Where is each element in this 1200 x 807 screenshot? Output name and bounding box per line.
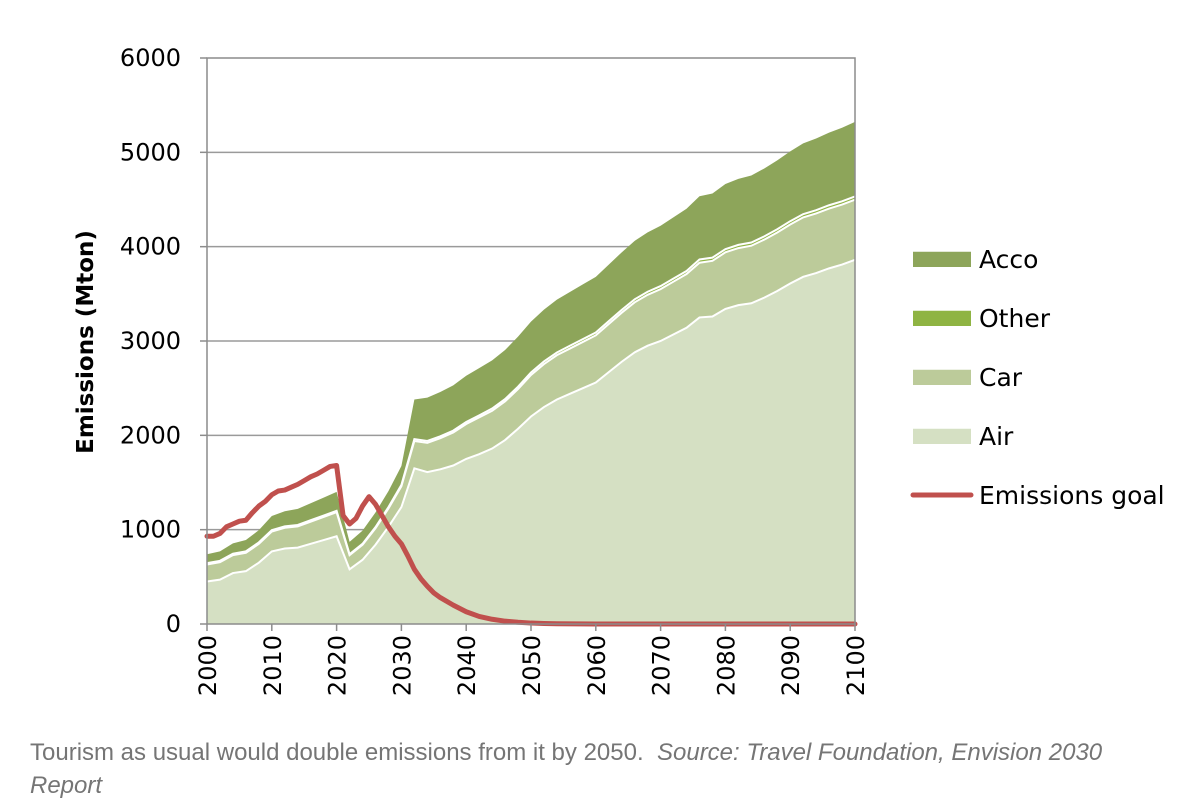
x-tick-label: 2100 [842, 635, 870, 696]
legend-label: Other [979, 304, 1051, 333]
legend: Acco Other Car Air Emissions goal [910, 245, 1165, 510]
y-tick-label: 5000 [120, 138, 181, 166]
y-axis-ticks: 0 1000 2000 3000 4000 5000 6000 [120, 44, 207, 638]
line-emissions-goal [204, 463, 858, 627]
x-tick-label: 2080 [712, 635, 740, 696]
stacked-areas [206, 121, 856, 624]
caption-source: Source: Travel Foundation, Envision 2030… [30, 739, 1103, 799]
y-tick-label: 2000 [120, 421, 181, 449]
y-tick-label: 3000 [120, 327, 181, 355]
goal-line-layer [204, 463, 858, 627]
x-tick-label: 2010 [259, 635, 287, 696]
x-tick-label: 2070 [648, 635, 676, 696]
y-axis-label: Emissions (Mton) [73, 230, 99, 454]
area-car [207, 199, 855, 582]
legend-swatch [913, 251, 971, 267]
legend-label: Acco [979, 245, 1038, 274]
area-air [207, 259, 855, 624]
legend-label: Air [979, 422, 1014, 451]
y-tick-label: 6000 [120, 44, 181, 72]
area-edge-other [206, 195, 856, 565]
x-tick-label: 2030 [388, 635, 416, 696]
x-tick-label: 2000 [194, 635, 222, 696]
x-axis-ticks: 2000 2010 2020 2030 2040 2050 2060 2070 2080 2090… [194, 624, 870, 696]
x-tick-label: 2050 [518, 635, 546, 696]
legend-item-acco: Acco [913, 245, 1038, 274]
y-tick-label: 1000 [120, 516, 181, 544]
area-edge-car [206, 198, 856, 566]
legend-item-air: Air [913, 422, 1014, 451]
x-tick-label: 2090 [777, 635, 805, 696]
legend-item-emissions-goal: Emissions goal [910, 481, 1165, 510]
legend-label: Emissions goal [979, 481, 1165, 510]
y-tick-label: 4000 [120, 233, 181, 261]
x-tick-label: 2040 [453, 635, 481, 696]
legend-swatch [913, 310, 971, 326]
y-tick-label: 0 [166, 610, 181, 638]
area-acco [207, 121, 855, 564]
legend-item-other: Other [913, 304, 1051, 333]
caption-text: Tourism as usual would double emissions … [30, 739, 644, 766]
legend-item-car: Car [913, 363, 1023, 392]
area-edge-air [206, 258, 856, 583]
legend-label: Car [979, 363, 1023, 392]
x-tick-label: 2020 [324, 635, 352, 696]
legend-swatch [913, 428, 971, 444]
x-tick-label: 2060 [583, 635, 611, 696]
legend-swatch [913, 369, 971, 385]
figure-caption: Tourism as usual would double emissions … [30, 736, 1180, 802]
